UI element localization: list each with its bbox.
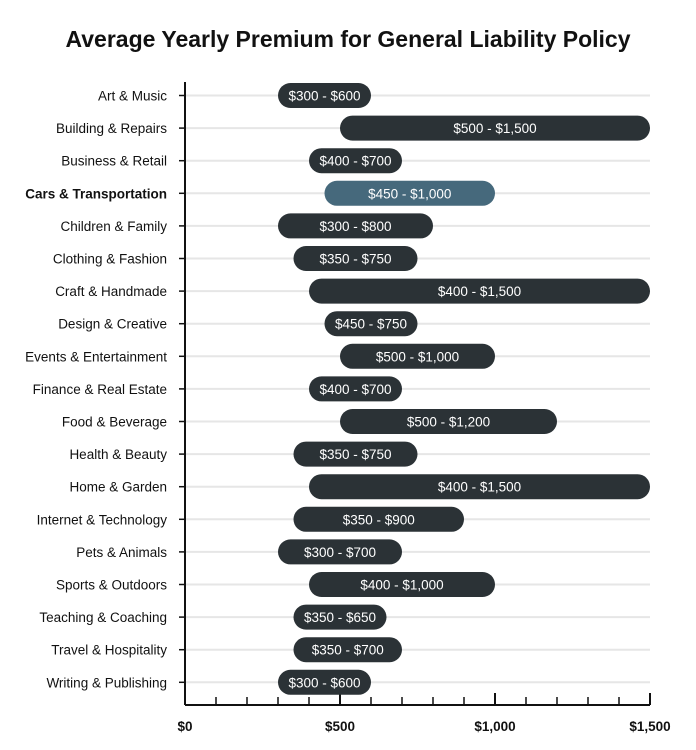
category-label: Design & Creative (58, 317, 167, 332)
bar-data-label: $500 - $1,000 (376, 349, 459, 364)
category-label: Business & Retail (61, 154, 167, 169)
category-label: Home & Garden (69, 480, 167, 495)
category-label: Cars & Transportation (25, 186, 167, 201)
range-bar (309, 278, 650, 304)
bar-data-label: $350 - $700 (312, 643, 384, 658)
range-bar (278, 213, 433, 239)
range-bar (309, 148, 402, 174)
chart-title: Average Yearly Premium for General Liabi… (65, 26, 631, 52)
range-bar (293, 637, 402, 663)
range-bar (324, 311, 418, 337)
bar-data-label: $350 - $750 (319, 447, 391, 462)
range-bar (340, 115, 650, 141)
range-bar (309, 474, 650, 500)
x-tick-label: $1,500 (629, 719, 670, 734)
category-label: Craft & Handmade (55, 284, 167, 299)
category-label: Teaching & Coaching (39, 610, 167, 625)
range-bar (293, 506, 464, 532)
category-label: Art & Music (98, 89, 167, 104)
axes (179, 82, 651, 706)
category-label: Clothing & Fashion (53, 252, 167, 267)
range-bars: $300 - $600 $500 - $1,500 $400 - $700 $450 … (278, 83, 650, 695)
bar-data-label: $350 - $900 (343, 512, 415, 527)
bar-data-label: $350 - $650 (304, 610, 376, 625)
range-bar (340, 409, 557, 434)
category-label: Events & Entertainment (25, 349, 167, 364)
category-label: Writing & Publishing (46, 675, 167, 690)
bar-data-label: $400 - $700 (319, 382, 391, 397)
range-bar (309, 572, 495, 597)
category-label: Travel & Hospitality (51, 643, 167, 658)
bar-data-label: $300 - $700 (304, 545, 376, 560)
category-label: Sports & Outdoors (56, 578, 167, 593)
range-bar (293, 604, 387, 630)
category-label: Building & Repairs (56, 121, 167, 136)
bar-data-label: $400 - $1,500 (438, 284, 521, 299)
bar-data-label: $300 - $600 (288, 675, 360, 690)
x-tick-label: $500 (325, 719, 355, 734)
range-bar (293, 441, 418, 467)
category-label: Finance & Real Estate (33, 382, 167, 397)
bar-data-label: $400 - $1,000 (360, 578, 443, 593)
bar-data-label: $300 - $600 (288, 89, 360, 104)
bar-data-label: $300 - $800 (319, 219, 391, 234)
category-label: Health & Beauty (69, 447, 167, 462)
bar-data-label: $500 - $1,200 (407, 415, 490, 430)
range-bar (324, 180, 495, 206)
range-bar (278, 669, 371, 695)
category-label: Pets & Animals (76, 545, 167, 560)
bar-data-label: $450 - $1,000 (368, 186, 451, 201)
range-bar (293, 246, 418, 271)
range-bar (309, 376, 402, 402)
category-label: Children & Family (60, 219, 167, 234)
bar-data-label: $400 - $700 (319, 154, 391, 169)
x-tick-label: $1,000 (474, 719, 515, 734)
range-bar (278, 83, 371, 108)
bar-data-label: $450 - $750 (335, 317, 407, 332)
category-label: Internet & Technology (37, 512, 168, 527)
range-bar (340, 343, 495, 369)
category-labels: Art & Music Building & Repairs Business & … (25, 89, 167, 691)
bar-data-label: $350 - $750 (319, 252, 391, 267)
range-bar (278, 539, 402, 565)
category-label: Food & Beverage (62, 415, 167, 430)
bar-data-label: $500 - $1,500 (453, 121, 536, 136)
bar-data-label: $400 - $1,500 (438, 480, 521, 495)
x-tick-labels: $0 $500 $1,000 $1,500 (177, 719, 670, 734)
x-tick-label: $0 (177, 719, 192, 734)
